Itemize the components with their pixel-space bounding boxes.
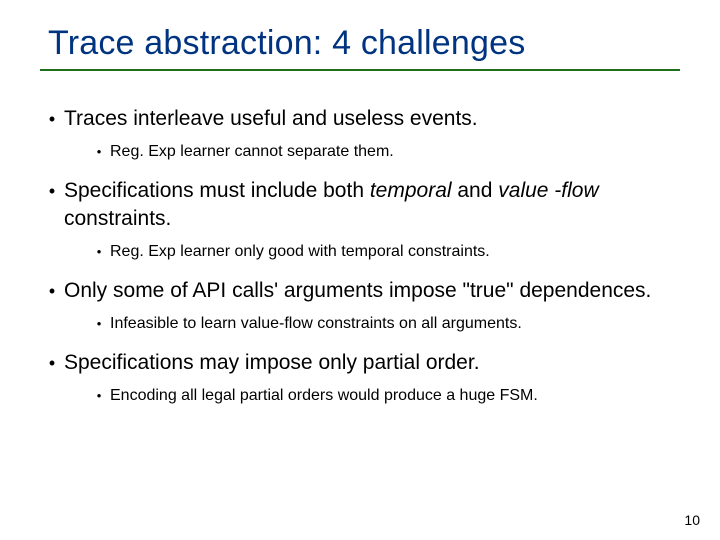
subbullet-4: • Encoding all legal partial orders woul… — [88, 385, 680, 407]
bullet-1-text: Traces interleave useful and useless eve… — [64, 105, 478, 133]
slide-content: • Traces interleave useful and useless e… — [40, 71, 680, 407]
bullet-2-italic2: value -flow — [498, 179, 598, 202]
bullet-3-text: Only some of API calls' arguments impose… — [64, 277, 651, 305]
subbullet-dot-icon: • — [88, 141, 110, 163]
subbullet-1: • Reg. Exp learner cannot separate them. — [88, 141, 680, 163]
bullet-3: • Only some of API calls' arguments impo… — [40, 277, 680, 305]
bullet-2-pre: Specifications must include both — [64, 179, 370, 202]
bullet-1: • Traces interleave useful and useless e… — [40, 105, 680, 133]
bullet-4: • Specifications may impose only partial… — [40, 349, 680, 377]
slide: Trace abstraction: 4 challenges • Traces… — [0, 0, 720, 540]
subbullet-dot-icon: • — [88, 313, 110, 335]
bullet-dot-icon: • — [40, 277, 64, 305]
subbullet-3: • Infeasible to learn value-flow constra… — [88, 313, 680, 335]
bullet-dot-icon: • — [40, 177, 64, 205]
bullet-4-text: Specifications may impose only partial o… — [64, 349, 480, 377]
slide-title: Trace abstraction: 4 challenges — [40, 24, 680, 71]
subbullet-dot-icon: • — [88, 241, 110, 263]
bullet-dot-icon: • — [40, 349, 64, 377]
subbullet-3-text: Infeasible to learn value-flow constrain… — [110, 313, 522, 335]
subbullet-1-text: Reg. Exp learner cannot separate them. — [110, 141, 394, 163]
subbullet-2: • Reg. Exp learner only good with tempor… — [88, 241, 680, 263]
bullet-2: • Specifications must include both tempo… — [40, 177, 680, 233]
bullet-2-mid: and — [452, 179, 499, 202]
subbullet-2-text: Reg. Exp learner only good with temporal… — [110, 241, 490, 263]
bullet-dot-icon: • — [40, 105, 64, 133]
bullet-3-pre: Only some of API calls' arguments impose… — [64, 279, 651, 302]
subbullet-dot-icon: • — [88, 385, 110, 407]
page-number: 10 — [684, 512, 700, 528]
subbullet-4-text: Encoding all legal partial orders would … — [110, 385, 538, 407]
bullet-2-text: Specifications must include both tempora… — [64, 177, 680, 233]
bullet-2-italic1: temporal — [370, 179, 452, 202]
bullet-2-post: constraints. — [64, 207, 171, 230]
bullet-1-pre: Traces interleave useful and useless eve… — [64, 107, 478, 130]
bullet-4-pre: Specifications may impose only partial o… — [64, 351, 480, 374]
